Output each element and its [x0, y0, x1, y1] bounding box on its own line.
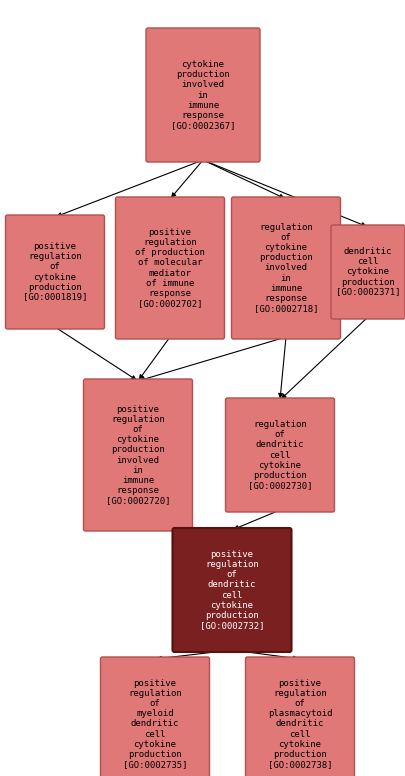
Text: positive
regulation
of production
of molecular
mediator
of immune
response
[GO:0: positive regulation of production of mol…	[135, 228, 205, 307]
Text: positive
regulation
of
cytokine
production
[GO:0001819]: positive regulation of cytokine producti…	[23, 242, 87, 302]
FancyBboxPatch shape	[115, 197, 224, 339]
Text: positive
regulation
of
myeloid
dendritic
cell
cytokine
production
[GO:0002735]: positive regulation of myeloid dendritic…	[122, 679, 187, 769]
FancyBboxPatch shape	[245, 657, 354, 776]
Text: cytokine
production
involved
in
immune
response
[GO:0002367]: cytokine production involved in immune r…	[171, 61, 234, 130]
Text: dendritic
cell
cytokine
production
[GO:0002371]: dendritic cell cytokine production [GO:0…	[335, 248, 399, 296]
Text: positive
regulation
of
cytokine
production
involved
in
immune
response
[GO:00027: positive regulation of cytokine producti…	[105, 405, 170, 504]
FancyBboxPatch shape	[83, 379, 192, 531]
FancyBboxPatch shape	[172, 528, 291, 652]
FancyBboxPatch shape	[100, 657, 209, 776]
Text: regulation
of
dendritic
cell
cytokine
production
[GO:0002730]: regulation of dendritic cell cytokine pr…	[247, 421, 311, 490]
Text: regulation
of
cytokine
production
involved
in
immune
response
[GO:0002718]: regulation of cytokine production involv…	[253, 223, 318, 313]
FancyBboxPatch shape	[6, 215, 104, 329]
FancyBboxPatch shape	[146, 28, 259, 162]
Text: positive
regulation
of
plasmacytoid
dendritic
cell
cytokine
production
[GO:00027: positive regulation of plasmacytoid dend…	[267, 679, 331, 769]
FancyBboxPatch shape	[330, 225, 404, 319]
Text: positive
regulation
of
dendritic
cell
cytokine
production
[GO:0002732]: positive regulation of dendritic cell cy…	[199, 550, 264, 629]
FancyBboxPatch shape	[231, 197, 340, 339]
FancyBboxPatch shape	[225, 398, 334, 512]
